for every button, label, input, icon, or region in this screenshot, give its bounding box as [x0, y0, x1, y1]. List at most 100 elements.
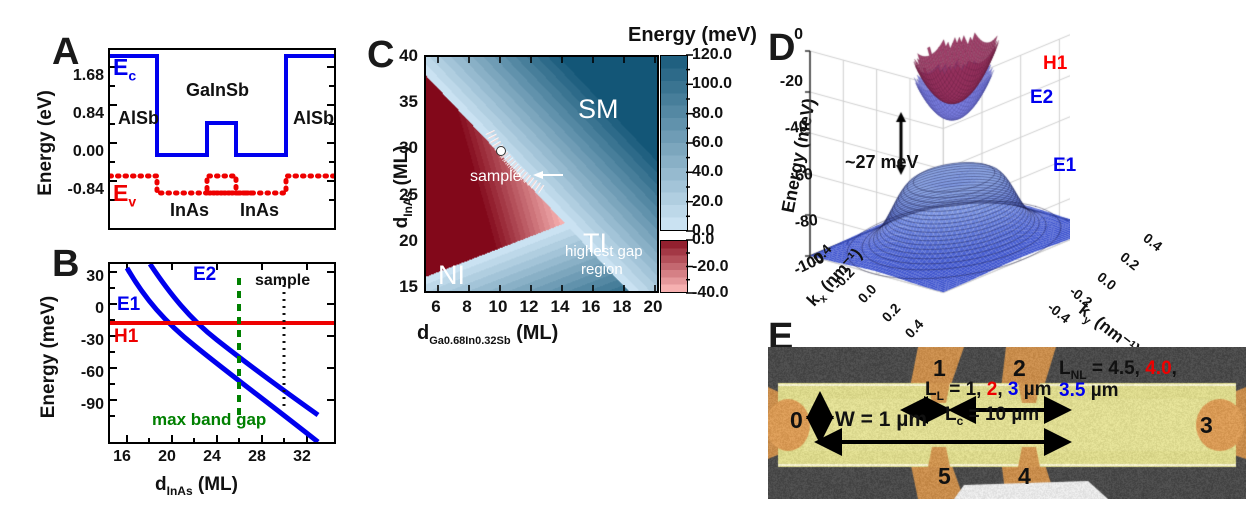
panel-a-ytick-0: 1.68: [48, 67, 104, 85]
panel-a-ec-curve: [110, 56, 334, 155]
panel-c-ytick-3: 25: [378, 185, 418, 205]
panel-e-lnl-label: LNL = 4.5, 4.0,: [1059, 358, 1177, 382]
panel-d-canvas: [770, 18, 1070, 318]
panel-b-xlabel-unit: (ML): [193, 474, 238, 495]
panel-a-layer-inas-right: InAs: [240, 200, 279, 221]
panel-e-ll-v3: 3: [1008, 379, 1019, 400]
panel-e-contact-4: 4: [1018, 463, 1031, 490]
panel-c-cbar-tick-1: 100.0: [692, 75, 754, 93]
panel-d-h1-label: H1: [1043, 53, 1067, 75]
panel-b-xtick-0: 16: [108, 448, 136, 466]
panel-e-ll-eq: = 1,: [944, 379, 987, 400]
panel-c-cbar-tick-3: 60.0: [692, 134, 754, 152]
panel-b-sample-label: sample: [255, 272, 310, 290]
panel-c-region-sm: SM: [578, 94, 619, 125]
panel-d-ytick2-4: 0.4: [1123, 216, 1166, 254]
panel-b-ytick-2: -30: [54, 332, 104, 350]
panel-e-contact-0: 0: [790, 407, 803, 434]
panel-e-lnl-comma: ,: [1172, 358, 1177, 379]
panel-e-lc-prefix: L: [945, 404, 957, 425]
panel-a-ytick-2: 0.00: [48, 143, 104, 161]
panel-b-h1-label: H1: [114, 326, 138, 348]
panel-e-lc-val: = 10 µm: [963, 404, 1039, 425]
panel-c-highest-gap-label-line2: region: [581, 261, 623, 278]
panel-c-sample-marker: [497, 147, 506, 156]
panel-a-layer-alsb-right: AlSb: [293, 108, 334, 129]
panel-c-ytick-4: 20: [378, 231, 418, 251]
panel-c-cbar-tick-8: -20.0: [692, 258, 762, 276]
panel-e-ll-sub: L: [937, 389, 944, 403]
panel-b-xlabel-sub: InAs: [167, 484, 193, 498]
panel-e-lnl-v3: 3.5: [1059, 380, 1085, 401]
panel-c-ytick-1: 35: [378, 92, 418, 112]
panel-d-e1-label: E1: [1053, 155, 1076, 177]
panel-c-xlabel-sub: Ga0.68In0.32Sb: [429, 335, 510, 347]
panel-c-gap-arrow: [533, 171, 563, 179]
panel-a-layer-inas-left: InAs: [170, 200, 209, 221]
panel-a-ev-curve: [110, 176, 334, 193]
panel-c-xtick-0: 6: [423, 297, 449, 317]
panel-e-ll-comma: ,: [997, 379, 1008, 400]
panel-c-xtick-6: 18: [609, 297, 635, 317]
panel-e-lnl-prefix: L: [1059, 358, 1071, 379]
panel-a-layer-gainsb: GaInSb: [186, 80, 249, 101]
panel-a-ev-label: Ev: [113, 180, 136, 210]
panel-c-cbar-tick-7: 0.0: [692, 231, 754, 249]
panel-c-xtick-3: 12: [516, 297, 542, 317]
panel-e-ll-label: LL = 1, 2, 3 µm: [925, 379, 1052, 403]
panel-b-xtick-1: 20: [153, 448, 181, 466]
panel-a-ytick-3: -0.84: [44, 181, 104, 199]
panel-e-lnl-label2: 3.5 µm: [1059, 380, 1119, 402]
panel-c-xtick-4: 14: [547, 297, 573, 317]
panel-b-e2-label: E2: [193, 264, 216, 286]
panel-a-layer-alsb-left: AlSb: [118, 108, 159, 129]
panel-e-w-label: W = 1 µm: [835, 408, 927, 432]
panel-d-ytick-0: 0: [775, 26, 803, 44]
panel-a-ec-label: Ec: [113, 54, 136, 84]
panel-a-letter: A: [52, 33, 79, 71]
panel-b-e1-label: E1: [117, 294, 140, 316]
panel-e-lnl-eq: = 4.5,: [1087, 358, 1146, 379]
panel-c-ytick-0: 40: [378, 46, 418, 66]
panel-b-ytick-0: 30: [58, 268, 104, 286]
panel-e-lnl-unit: µm: [1085, 380, 1118, 401]
panel-c-region-ni: NI: [438, 260, 465, 291]
panel-c-xlabel-main: d: [417, 322, 429, 344]
panel-b-maxgap-label: max band gap: [152, 410, 266, 430]
panel-d-ytick2-3: 0.2: [1100, 235, 1143, 273]
panel-a-ec-sub: c: [128, 68, 136, 84]
panel-c-cbar-tick-4: 40.0: [692, 163, 754, 181]
panel-a-ev-sub: v: [128, 194, 136, 210]
panel-c-xtick-2: 10: [485, 297, 511, 317]
panel-a-plot: [108, 48, 336, 230]
panel-e-contact-1: 1: [933, 355, 946, 382]
panel-c-xlabel: dGa0.68In0.32Sb (ML): [417, 322, 558, 347]
panel-c-cbar-tick-9: -40.0: [692, 284, 762, 302]
panel-c-highest-gap-label-line1: highest gap: [565, 243, 643, 260]
panel-c-ytick-2: 30: [378, 138, 418, 158]
panel-c-sample-label: sample: [470, 168, 522, 186]
panel-b-ytick-4: -90: [54, 396, 104, 414]
panel-a-ev-text: E: [113, 180, 128, 206]
panel-c-xtick-1: 8: [454, 297, 480, 317]
panel-e-lnl-v2: 4.0: [1145, 358, 1171, 379]
panel-d-ytick-1: -20: [768, 73, 803, 91]
panel-d-gap-label: ~27 meV: [845, 152, 919, 173]
panel-c-colorbar-title: Energy (meV): [628, 24, 757, 47]
panel-e-contact-2: 2: [1013, 355, 1026, 382]
panel-c-colorbar-lower: [660, 240, 688, 293]
panel-e-ll-prefix: L: [925, 379, 937, 400]
panel-b-xlabel-main: d: [155, 474, 167, 495]
panel-c-xtick-5: 16: [578, 297, 604, 317]
panel-b-xlabel: dInAs (ML): [155, 474, 238, 498]
panel-a-ec-text: E: [113, 54, 128, 80]
panel-e-ll-unit: µm: [1018, 379, 1051, 400]
panel-c-cbar-tick-0: 120.0: [692, 46, 754, 64]
panel-e-lc-label: Lc = 10 µm: [945, 404, 1039, 428]
panel-c-ytick-5: 15: [378, 277, 418, 297]
panel-b-ytick-3: -60: [54, 364, 104, 382]
panel-d-plot: [770, 18, 1070, 318]
panel-a-svg: [110, 50, 334, 228]
panel-e-contact-5: 5: [938, 463, 951, 490]
panel-c-cbar-tick-2: 80.0: [692, 105, 754, 123]
